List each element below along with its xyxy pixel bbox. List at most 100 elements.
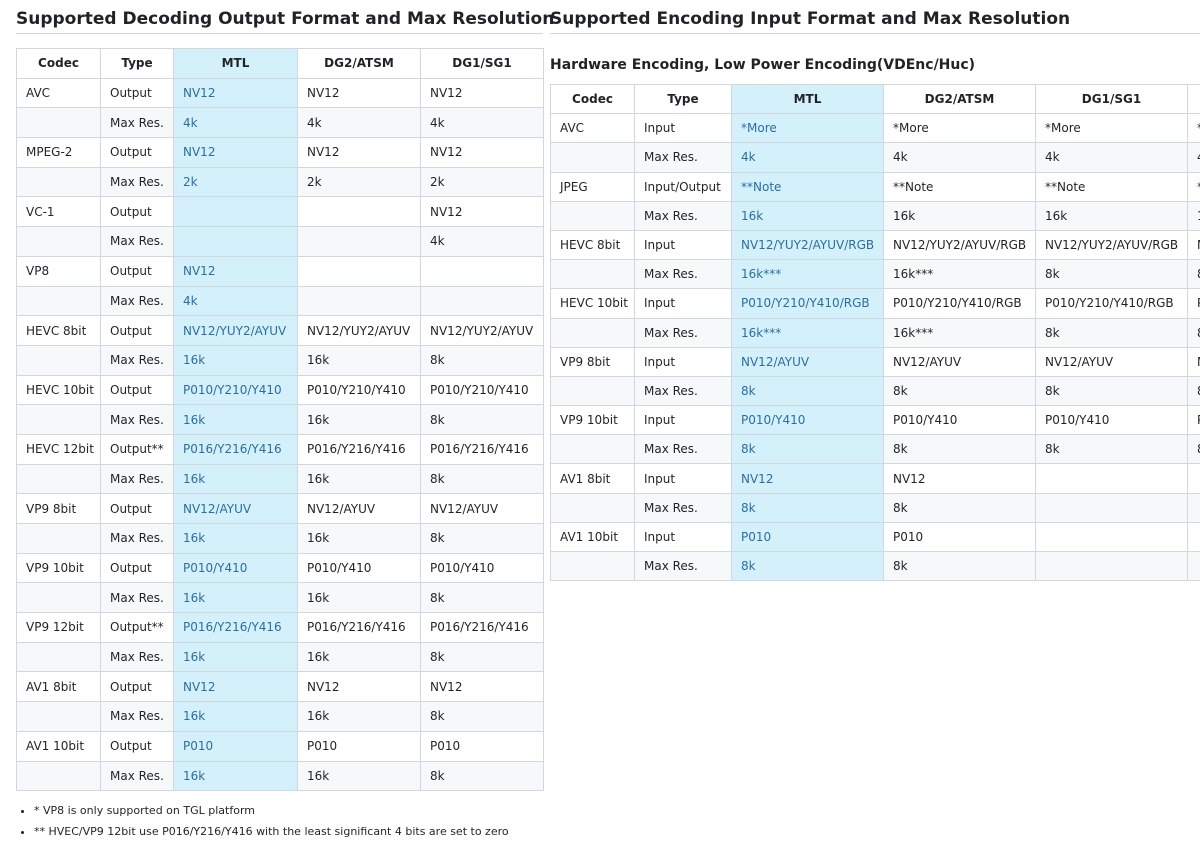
- footnote-item: * VP8 is only supported on TGL platform: [34, 800, 734, 821]
- table-cell: [173, 196, 298, 228]
- table-cell: P016/Y216/Y416: [173, 433, 298, 465]
- table-cell: Output: [100, 196, 174, 228]
- table-cell: Output**: [100, 433, 174, 465]
- table-cell: Max Res.: [100, 107, 174, 139]
- table-cell: Output: [100, 730, 174, 762]
- table-cell: P010/Y210/Y410: [297, 374, 421, 406]
- table-row: Max Res. 16k 16k 8k: [16, 760, 544, 792]
- table-cell: Max Res.: [100, 582, 174, 614]
- table-cell: VP9 8bit: [16, 493, 101, 524]
- table-cell: NV12/AYUV: [173, 493, 298, 524]
- table-cell: Max Res.: [100, 166, 174, 198]
- table-row: Max Res. 8k 8k: [550, 550, 1200, 582]
- decoding-table-header: Codec Type MTL DG2/ATSM DG1/SG1: [16, 48, 544, 79]
- table-cell: Input: [634, 405, 732, 436]
- table-row: Max Res. 16k 16k 8k: [16, 582, 544, 614]
- table-cell: 16k: [173, 582, 298, 614]
- table-row: Max Res.16k***16k***8k8: [550, 317, 1200, 348]
- column-header: DG2/ATSM: [297, 48, 421, 79]
- table-cell: NV12/YUY2/AYUV/RGB: [731, 229, 884, 261]
- table-cell: [1035, 492, 1188, 523]
- table-cell: 16k: [297, 463, 421, 495]
- table-cell: VP9 12bit: [16, 612, 101, 643]
- table-cell: 8: [1187, 259, 1200, 290]
- table-cell: HEVC 12bit: [16, 433, 101, 465]
- table-cell: *More: [731, 113, 884, 144]
- table-cell: Input: [634, 288, 732, 319]
- table-row: HEVC 12bit Output** P016/Y216/Y416 P016/Y21…: [16, 433, 544, 465]
- table-cell: Max Res.: [100, 344, 174, 376]
- table-cell: NV12/YUY2/AYUV: [297, 315, 421, 346]
- table-cell: 16k: [173, 344, 298, 376]
- table-cell: 8: [1187, 375, 1200, 407]
- table-row: Max Res. 16k 16k 8k: [16, 463, 544, 495]
- table-cell: 8k: [420, 523, 544, 554]
- table-cell: Output: [100, 552, 174, 584]
- column-header: DG2/ATSM: [883, 83, 1036, 115]
- table-cell: 16k: [297, 701, 421, 732]
- table-cell: 8k: [883, 375, 1036, 407]
- table-cell: HEVC 8bit: [550, 229, 635, 261]
- table-row: Max Res.8k8k8k8: [550, 375, 1200, 407]
- table-cell: Max Res.: [634, 375, 732, 407]
- table-row: MPEG-2 Output NV12 NV12 NV12: [16, 137, 544, 168]
- table-row: VP8 Output NV12: [16, 255, 544, 287]
- encoding-subtitle: Hardware Encoding, Low Power Encoding(VD…: [550, 57, 976, 73]
- table-cell: [16, 107, 101, 139]
- table-cell: 8k: [420, 344, 544, 376]
- table-cell: P010/Y210/Y410/RGB: [731, 288, 884, 319]
- table-row: AV1 8bit Input NV12 NV12: [550, 463, 1200, 494]
- column-header: Type: [100, 48, 174, 79]
- table-cell: Max Res.: [634, 434, 732, 465]
- table-cell: *: [1187, 113, 1200, 144]
- table-cell: 16k: [297, 523, 421, 554]
- table-cell: [297, 196, 421, 228]
- table-cell: 4k: [731, 142, 884, 173]
- table-cell: NV12: [420, 77, 544, 109]
- column-header: Codec: [16, 48, 101, 79]
- table-row: Max Res.4k4k4k4: [550, 142, 1200, 173]
- table-cell: 16k: [731, 200, 884, 231]
- table-cell: P010/Y410: [297, 552, 421, 584]
- decoding-table-body: AVC Output NV12 NV12 NV12 Max Res. 4k 4k 4k MPEG-…: [16, 77, 544, 792]
- table-cell: HEVC 8bit: [16, 315, 101, 346]
- table-cell: 16k: [1035, 200, 1188, 231]
- table-cell: AV1 8bit: [550, 463, 635, 494]
- table-row: AV1 10bit Input P010 P010: [550, 521, 1200, 553]
- table-cell: VC-1: [16, 196, 101, 228]
- table-cell: P010: [883, 521, 1036, 553]
- table-cell: [297, 226, 421, 257]
- table-cell: HEVC 10bit: [16, 374, 101, 406]
- table-cell: Output: [100, 671, 174, 703]
- table-cell: P010: [731, 521, 884, 553]
- table-row: Max Res. 2k 2k 2k: [16, 166, 544, 198]
- table-cell: [16, 582, 101, 614]
- table-cell: [16, 463, 101, 495]
- table-cell: **Note: [1035, 171, 1188, 202]
- table-cell: Input: [634, 113, 732, 144]
- table-cell: Max Res.: [634, 142, 732, 173]
- table-cell: *: [1187, 171, 1200, 202]
- table-row: Max Res. 16k 16k 8k: [16, 641, 544, 673]
- table-cell: [420, 285, 544, 317]
- table-cell: 8k: [420, 701, 544, 732]
- table-row: VP9 10bit Input P010/Y410 P010/Y410 P010/Y41…: [550, 405, 1200, 436]
- table-cell: 16k: [173, 701, 298, 732]
- table-cell: 16k***: [883, 317, 1036, 348]
- table-cell: NV12: [173, 671, 298, 703]
- table-cell: Max Res.: [100, 641, 174, 673]
- table-cell: Max Res.: [100, 404, 174, 435]
- table-cell: 4k: [297, 107, 421, 139]
- table-cell: VP9 10bit: [550, 405, 635, 436]
- table-cell: [420, 255, 544, 287]
- table-row: Max Res. 4k: [16, 226, 544, 257]
- table-cell: Max Res.: [100, 226, 174, 257]
- table-cell: 16k***: [731, 259, 884, 290]
- table-cell: *More: [883, 113, 1036, 144]
- table-row: VC-1 Output NV12: [16, 196, 544, 228]
- table-cell: [550, 492, 635, 523]
- table-cell: 8: [1187, 434, 1200, 465]
- column-header: MTL: [173, 48, 298, 79]
- table-cell: 16k: [173, 641, 298, 673]
